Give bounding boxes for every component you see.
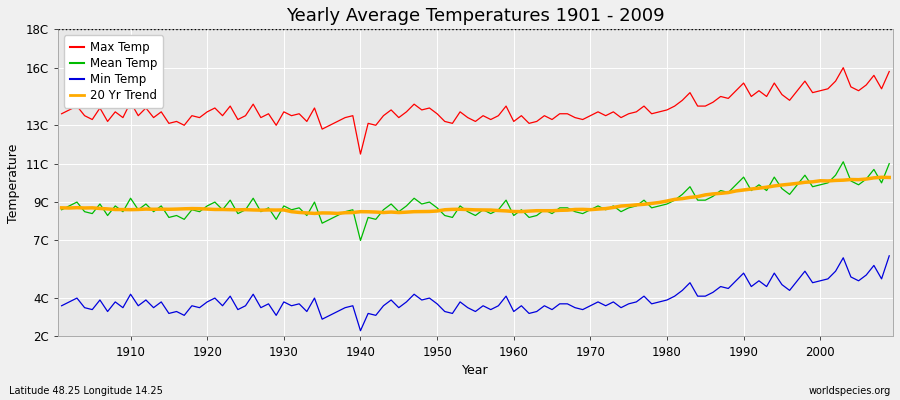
- X-axis label: Year: Year: [462, 364, 489, 377]
- Y-axis label: Temperature: Temperature: [7, 143, 20, 222]
- Text: worldspecies.org: worldspecies.org: [809, 386, 891, 396]
- Text: Latitude 48.25 Longitude 14.25: Latitude 48.25 Longitude 14.25: [9, 386, 163, 396]
- Title: Yearly Average Temperatures 1901 - 2009: Yearly Average Temperatures 1901 - 2009: [286, 7, 665, 25]
- Legend: Max Temp, Mean Temp, Min Temp, 20 Yr Trend: Max Temp, Mean Temp, Min Temp, 20 Yr Tre…: [64, 35, 163, 108]
